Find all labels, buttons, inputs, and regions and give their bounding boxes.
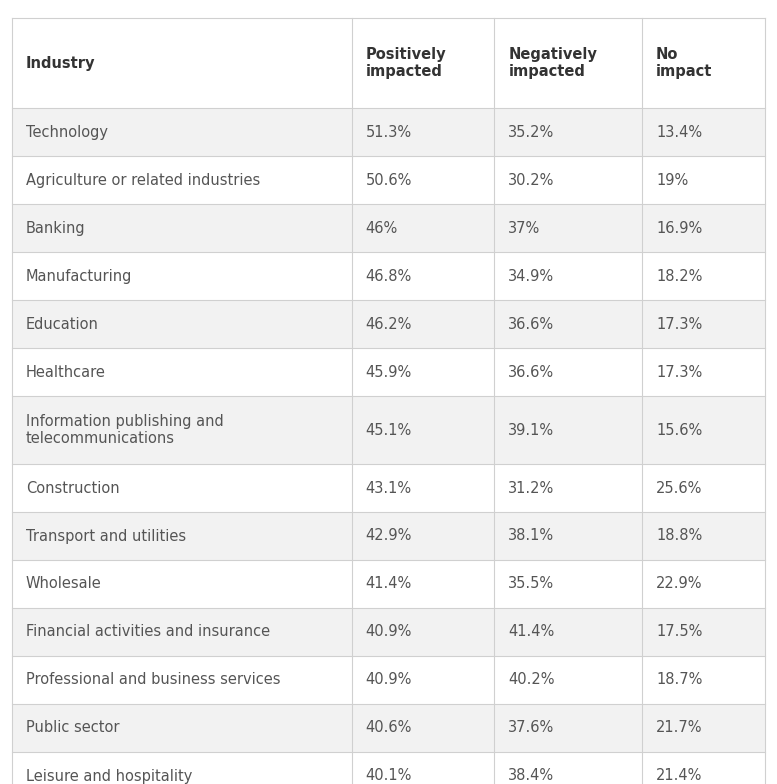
Text: 50.6%: 50.6%	[366, 172, 412, 187]
Text: 40.1%: 40.1%	[366, 768, 412, 783]
Text: Positively
impacted: Positively impacted	[366, 47, 446, 79]
Text: 35.2%: 35.2%	[508, 125, 555, 140]
Bar	[12, 108, 765, 156]
Text: 40.6%: 40.6%	[366, 720, 412, 735]
Bar	[12, 512, 765, 560]
Text: Construction: Construction	[26, 481, 120, 495]
Text: 36.6%: 36.6%	[508, 317, 555, 332]
Text: Industry: Industry	[26, 56, 96, 71]
Bar	[12, 252, 765, 300]
Text: 40.9%: 40.9%	[366, 625, 412, 640]
Text: Technology: Technology	[26, 125, 108, 140]
Bar	[12, 18, 765, 108]
Text: 43.1%: 43.1%	[366, 481, 412, 495]
Text: Leisure and hospitality: Leisure and hospitality	[26, 768, 193, 783]
Bar	[12, 560, 765, 608]
Text: 45.9%: 45.9%	[366, 365, 412, 379]
Text: 46.2%: 46.2%	[366, 317, 412, 332]
Text: 16.9%: 16.9%	[656, 220, 702, 235]
Text: 38.1%: 38.1%	[508, 528, 555, 543]
Text: Wholesale: Wholesale	[26, 576, 102, 591]
Text: Agriculture or related industries: Agriculture or related industries	[26, 172, 260, 187]
Text: 31.2%: 31.2%	[508, 481, 555, 495]
Text: Information publishing and
telecommunications: Information publishing and telecommunica…	[26, 414, 224, 446]
Text: 35.5%: 35.5%	[508, 576, 555, 591]
Text: 18.7%: 18.7%	[656, 673, 702, 688]
Text: 39.1%: 39.1%	[508, 423, 555, 437]
Bar	[12, 348, 765, 396]
Text: 42.9%: 42.9%	[366, 528, 412, 543]
Bar	[12, 656, 765, 704]
Text: 17.5%: 17.5%	[656, 625, 702, 640]
Text: 18.8%: 18.8%	[656, 528, 702, 543]
Bar	[12, 156, 765, 204]
Text: 19%: 19%	[656, 172, 688, 187]
Bar	[12, 608, 765, 656]
Text: 21.4%: 21.4%	[656, 768, 702, 783]
Text: 37%: 37%	[508, 220, 541, 235]
Bar	[12, 464, 765, 512]
Bar	[12, 752, 765, 784]
Text: Banking: Banking	[26, 220, 85, 235]
Text: Manufacturing: Manufacturing	[26, 268, 132, 284]
Text: Negatively
impacted: Negatively impacted	[508, 47, 598, 79]
Text: 45.1%: 45.1%	[366, 423, 412, 437]
Text: 18.2%: 18.2%	[656, 268, 702, 284]
Text: 30.2%: 30.2%	[508, 172, 555, 187]
Text: 38.4%: 38.4%	[508, 768, 555, 783]
Text: 41.4%: 41.4%	[366, 576, 412, 591]
Text: 40.9%: 40.9%	[366, 673, 412, 688]
Bar	[12, 204, 765, 252]
Text: 13.4%: 13.4%	[656, 125, 702, 140]
Text: 46%: 46%	[366, 220, 398, 235]
Text: 40.2%: 40.2%	[508, 673, 555, 688]
Text: Healthcare: Healthcare	[26, 365, 106, 379]
Text: 17.3%: 17.3%	[656, 317, 702, 332]
Text: 37.6%: 37.6%	[508, 720, 555, 735]
Text: Transport and utilities: Transport and utilities	[26, 528, 186, 543]
Text: 15.6%: 15.6%	[656, 423, 702, 437]
Text: 22.9%: 22.9%	[656, 576, 702, 591]
Text: Public sector: Public sector	[26, 720, 120, 735]
Text: 51.3%: 51.3%	[366, 125, 412, 140]
Text: 41.4%: 41.4%	[508, 625, 555, 640]
Text: 36.6%: 36.6%	[508, 365, 555, 379]
Bar	[12, 704, 765, 752]
Text: 21.7%: 21.7%	[656, 720, 702, 735]
Text: 17.3%: 17.3%	[656, 365, 702, 379]
Text: Education: Education	[26, 317, 99, 332]
Text: Financial activities and insurance: Financial activities and insurance	[26, 625, 270, 640]
Text: Professional and business services: Professional and business services	[26, 673, 280, 688]
Text: 46.8%: 46.8%	[366, 268, 412, 284]
Text: 25.6%: 25.6%	[656, 481, 702, 495]
Bar	[12, 396, 765, 464]
Text: 34.9%: 34.9%	[508, 268, 555, 284]
Bar	[12, 300, 765, 348]
Text: No
impact: No impact	[656, 47, 713, 79]
